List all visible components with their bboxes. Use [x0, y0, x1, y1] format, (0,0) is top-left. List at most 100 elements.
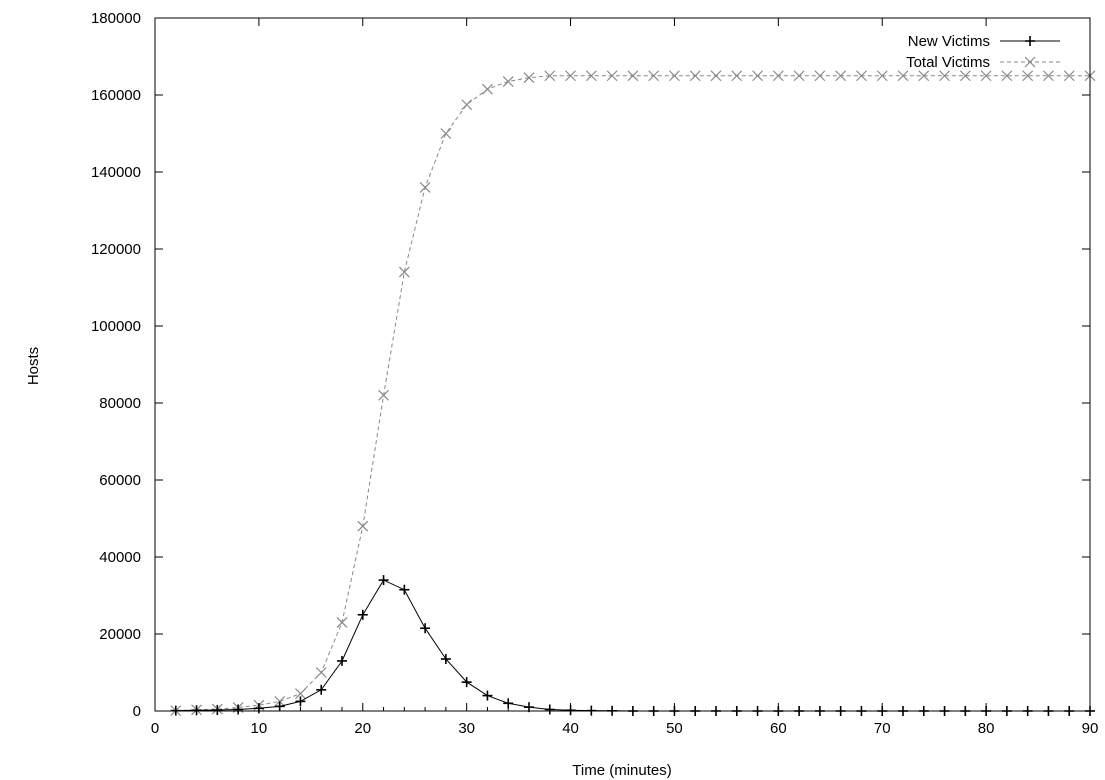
total-victims-point — [295, 688, 306, 700]
total-victims-point — [648, 70, 660, 82]
total-victims-point-d2 — [731, 70, 743, 82]
total-victims-point — [336, 617, 348, 628]
new-victims-point — [482, 690, 493, 701]
y-tick-label: 20000 — [99, 626, 141, 643]
x-tick-label: 30 — [458, 720, 475, 737]
y-tick-label: 60000 — [99, 472, 141, 489]
total-victims-point — [502, 76, 514, 87]
plot-frame — [154, 17, 1091, 712]
total-victims-point-d2 — [689, 70, 701, 82]
total-victims-point-d2 — [606, 70, 618, 82]
total-victims-point-d2 — [315, 667, 327, 678]
new-victims-point — [378, 575, 389, 586]
total-victims-point-d2 — [544, 70, 556, 82]
new-victims-point — [440, 654, 451, 665]
new-victims-point — [316, 684, 327, 695]
total-victims-point-d2 — [856, 70, 867, 82]
total-victims-point — [897, 70, 909, 82]
x-tick-label: 70 — [874, 720, 891, 737]
total-victims-point-d2 — [357, 520, 369, 532]
total-victims-point-d2 — [897, 70, 909, 82]
x-axis-title: Time (minutes) — [572, 762, 671, 779]
total-victims-point — [274, 695, 286, 707]
legend-marker-total-victims — [1024, 56, 1036, 68]
x-tick-label: 80 — [978, 720, 995, 737]
total-victims-point — [544, 70, 556, 82]
total-victims-point — [357, 520, 369, 532]
y-axis-title: Hosts — [25, 347, 42, 385]
total-victims-point-d2 — [419, 181, 431, 193]
new-victims-point — [420, 623, 431, 634]
total-victims-point-d2 — [710, 70, 722, 82]
total-victims-point-d2 — [648, 70, 660, 82]
total-victims-point — [772, 70, 784, 82]
y-tick-label: 0 — [133, 703, 141, 720]
total-victims-point — [461, 99, 473, 111]
total-victims-point-d2 — [669, 70, 680, 82]
new-victims-point — [357, 609, 368, 620]
new-victims-point — [461, 677, 472, 688]
total-victims-point — [689, 70, 701, 82]
x-tick-label: 0 — [151, 720, 159, 737]
y-tick-label: 120000 — [91, 241, 141, 258]
total-victims-point-d2 — [585, 70, 597, 82]
total-victims-point — [419, 181, 431, 193]
plot-layer — [170, 70, 1096, 717]
total-victims-point — [1001, 70, 1013, 82]
total-victims-point-d2 — [1022, 70, 1034, 82]
total-victims-point — [876, 70, 888, 82]
total-victims-point — [523, 72, 535, 84]
total-victims-line — [175, 75, 1090, 712]
total-victims-point — [731, 70, 743, 82]
total-victims-point — [710, 70, 722, 82]
total-victims-point-d2 — [274, 695, 286, 707]
total-victims-point-d2 — [336, 617, 348, 628]
total-victims-point-d2 — [502, 76, 514, 87]
x-tick-label: 20 — [354, 720, 371, 737]
x-tick-label: 40 — [562, 720, 579, 737]
total-victims-point-d2 — [461, 99, 473, 111]
y-tick-label: 40000 — [99, 549, 141, 566]
total-victims-point-d2 — [398, 266, 410, 278]
total-victims-point — [398, 266, 410, 278]
total-victims-point — [606, 70, 618, 82]
total-victims-point — [585, 70, 597, 82]
total-victims-point — [440, 128, 452, 139]
y-tick-label: 160000 — [91, 87, 141, 104]
total-victims-point-d2 — [378, 389, 389, 401]
y-tick-label: 80000 — [99, 395, 141, 412]
legend-marker-new-victims — [1025, 36, 1035, 46]
total-victims-point-d2 — [814, 70, 826, 82]
legend-marker-total-victims-d2 — [1024, 56, 1036, 68]
new-victims-point — [295, 696, 306, 707]
total-victims-point — [835, 70, 847, 82]
y-tick-label: 100000 — [91, 318, 141, 335]
total-victims-point — [315, 667, 327, 678]
total-victims-point-d2 — [918, 70, 930, 82]
total-victims-point-d2 — [523, 72, 535, 84]
x-tick-label: 50 — [666, 720, 683, 737]
total-victims-point-d2 — [1001, 70, 1013, 82]
x-tick-label: 60 — [770, 720, 787, 737]
total-victims-point — [856, 70, 867, 82]
total-victims-point — [482, 83, 493, 95]
total-victims-point-d2 — [959, 70, 971, 82]
total-victims-point-d2 — [835, 70, 847, 82]
x-tick-label: 10 — [251, 720, 268, 737]
total-victims-point — [752, 70, 763, 82]
total-victims-point — [1043, 70, 1054, 82]
total-victims-point — [793, 70, 805, 82]
legend-label-new-victims: New Victims — [908, 33, 990, 50]
total-victims-point — [939, 70, 950, 82]
total-victims-point — [918, 70, 930, 82]
y-tick-label: 140000 — [91, 164, 141, 181]
new-victims-line — [175, 579, 1090, 712]
total-victims-point — [980, 70, 992, 82]
total-victims-point-d2 — [295, 688, 306, 700]
total-victims-point-d2 — [876, 70, 888, 82]
new-victims-point — [399, 584, 410, 595]
new-victims-point — [503, 698, 514, 709]
new-victims-point — [337, 655, 347, 666]
total-victims-point-d2 — [440, 128, 452, 139]
legend: New Victims Total Victims — [906, 33, 1060, 71]
